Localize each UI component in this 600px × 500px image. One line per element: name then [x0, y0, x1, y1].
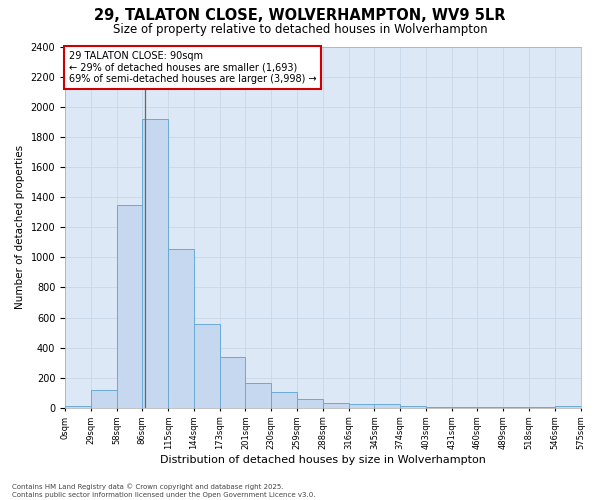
- Text: 29, TALATON CLOSE, WOLVERHAMPTON, WV9 5LR: 29, TALATON CLOSE, WOLVERHAMPTON, WV9 5L…: [94, 8, 506, 22]
- Bar: [478, 407, 503, 408]
- X-axis label: Distribution of detached houses by size in Wolverhampton: Distribution of detached houses by size …: [160, 455, 486, 465]
- Bar: [142, 119, 168, 408]
- Bar: [194, 324, 220, 408]
- Bar: [503, 407, 529, 408]
- Bar: [529, 407, 555, 408]
- Text: 29 TALATON CLOSE: 90sqm
← 29% of detached houses are smaller (1,693)
69% of semi: 29 TALATON CLOSE: 90sqm ← 29% of detache…: [68, 51, 316, 84]
- Bar: [323, 402, 349, 408]
- Bar: [400, 406, 426, 408]
- Bar: [555, 406, 581, 408]
- Y-axis label: Number of detached properties: Number of detached properties: [15, 145, 25, 310]
- Bar: [91, 390, 116, 408]
- Text: Contains HM Land Registry data © Crown copyright and database right 2025.
Contai: Contains HM Land Registry data © Crown c…: [12, 484, 316, 498]
- Bar: [426, 407, 452, 408]
- Bar: [271, 392, 297, 408]
- Text: Size of property relative to detached houses in Wolverhampton: Size of property relative to detached ho…: [113, 22, 487, 36]
- Bar: [220, 358, 245, 408]
- Bar: [116, 204, 142, 408]
- Bar: [349, 404, 374, 408]
- Bar: [452, 407, 478, 408]
- Bar: [65, 406, 91, 408]
- Bar: [245, 383, 271, 408]
- Bar: [297, 399, 323, 408]
- Bar: [374, 404, 400, 408]
- Bar: [168, 249, 194, 408]
